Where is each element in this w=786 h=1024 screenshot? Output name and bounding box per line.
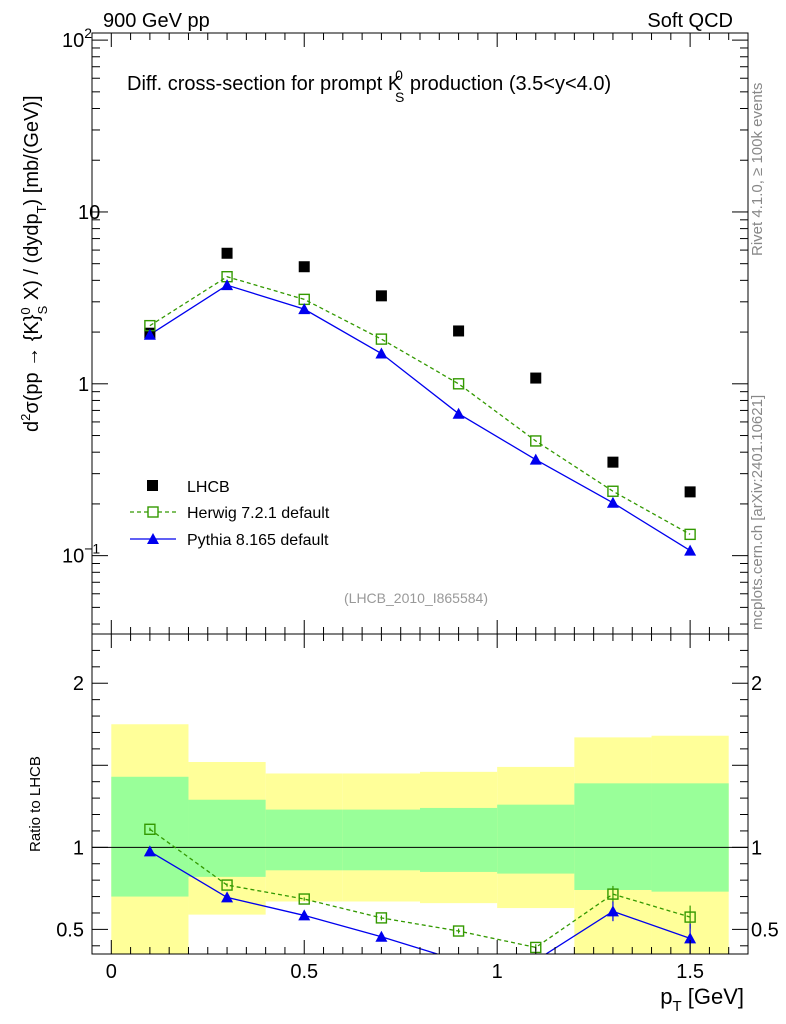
main-title: Diff. cross-section for prompt K0 S produ… (127, 67, 611, 105)
legend-herwig-marker (147, 506, 159, 518)
uncertainty-band-inner (497, 804, 575, 874)
pythia-line (149, 284, 691, 552)
herwig-point (452, 378, 465, 390)
herwig-ratio-point (298, 893, 310, 905)
herwig-ratio-point (684, 911, 696, 923)
header-left: 900 GeV pp (103, 10, 210, 32)
herwig-line (149, 275, 691, 535)
uncertainty-band-inner (265, 809, 343, 871)
pythia-point (606, 496, 619, 508)
lhcb-point (375, 290, 387, 302)
ratio-ylabel: Ratio to LHCB (27, 756, 44, 852)
herwig-point (607, 485, 619, 497)
lhcb-point (530, 372, 542, 384)
uncertainty-band-inner (420, 807, 498, 872)
legend-lhcb-label: LHCB (187, 479, 230, 496)
herwig-point (684, 528, 696, 541)
ratio-panel: 0.5 0.5 1 1 2 2 0 0.5 1 1.5 Ratio to LHCB pT [GeV… (27, 633, 779, 1015)
legend-herwig-label: Herwig 7.2.1 default (187, 505, 330, 522)
pythia-ratio-point (143, 845, 156, 857)
uncertainty-band-inner (651, 783, 729, 892)
herwig-point (530, 435, 542, 447)
legend-lhcb-marker (147, 480, 158, 491)
main-ytick-label: 10 (78, 202, 100, 224)
mcplots-label: mcplots.cern.ch [arXiv:2401.10621] (749, 395, 766, 630)
ratio-ytick-label: 0.5 (56, 919, 84, 941)
main-ylabel: d2σ(pp → {K}0 S X) / (dydpT) [mb/(GeV)] (18, 95, 50, 432)
herwig-ratio-point (607, 888, 619, 900)
analysis-watermark: (LHCB_2010_I865584) (344, 590, 488, 606)
pythia-point (221, 279, 234, 291)
legend: LHCB Herwig 7.2.1 default Pythia 8.165 d… (130, 479, 330, 549)
pythia-point (452, 407, 465, 419)
ratio-xlabel: pT [GeV] (660, 984, 744, 1015)
main-ytick-label: 10−1 (62, 541, 100, 568)
herwig-ratio-point (452, 925, 465, 937)
ratio-xtick-label: 1 (492, 961, 503, 983)
ratio-ytick-label: 1 (73, 837, 84, 859)
legend-pythia-label: Pythia 8.165 default (187, 532, 329, 549)
uncertainty-band-inner (188, 799, 266, 877)
pythia-ratio-point (684, 932, 697, 944)
herwig-ratio-point (221, 879, 233, 891)
lhcb-point (298, 261, 310, 273)
pythia-point (684, 544, 697, 556)
ratio-ytick-label-right: 1 (751, 837, 762, 859)
header-right: Soft QCD (647, 10, 733, 32)
ratio-ytick-label: 2 (73, 673, 84, 695)
ratio-xtick-label: 0 (106, 961, 117, 983)
pythia-ratio-point (453, 955, 465, 966)
ratio-ytick-label-right: 2 (751, 673, 762, 695)
pythia-ratio-point (221, 891, 234, 903)
lhcb-point (221, 247, 233, 259)
herwig-ratio-point (144, 823, 156, 835)
lhcb-point (607, 456, 619, 468)
ratio-ytick-label-right: 0.5 (751, 919, 779, 941)
ratio-xtick-label: 1.5 (676, 961, 704, 983)
uncertainty-band-inner (111, 776, 189, 897)
main-panel: 10−1 1 10 102 Diff. cross-section for promp… (18, 25, 749, 635)
pythia-ratio-point (298, 909, 311, 921)
herwig-ratio-point (375, 912, 388, 924)
pythia-point (375, 347, 388, 359)
pythia-ratio-point (375, 930, 388, 942)
rivet-version-label: Rivet 4.1.0, ≥ 100k events (749, 83, 766, 256)
herwig-ratio-line (149, 828, 691, 949)
herwig-point (375, 333, 388, 345)
main-ytick-label: 102 (62, 25, 92, 52)
pythia-point (298, 303, 311, 315)
uncertainty-band-inner (342, 809, 420, 871)
lhcb-point (684, 486, 696, 498)
lhcb-point (453, 325, 465, 337)
pythia-ratio-point (530, 955, 542, 966)
main-ytick-label: 1 (78, 374, 89, 396)
pythia-point (143, 328, 156, 340)
legend-pythia-marker (147, 533, 159, 544)
pythia-ratio-point (606, 905, 619, 917)
ratio-xtick-label: 0.5 (290, 961, 318, 983)
pythia-point (529, 453, 542, 465)
uncertainty-band-inner (574, 783, 652, 890)
